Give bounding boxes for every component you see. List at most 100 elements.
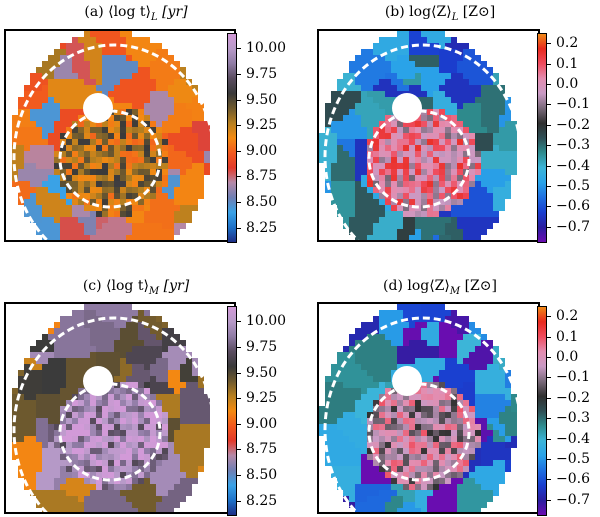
panel-c-pixel [174,376,180,382]
panel-a-pixel [84,235,90,240]
panel-c-pixel [168,334,174,340]
panel-a-pixel [66,163,72,169]
panel-d-pixel [469,394,475,400]
panel-a-pixel [180,127,186,133]
panel-a-pixel [198,139,204,145]
panel-a-pixel [84,73,90,79]
panel-b-pixel [511,169,517,175]
panel-b-pixel [463,217,469,223]
panel-d-pixel [331,418,337,424]
panel-d-pixel [475,436,481,442]
panel-c-pixel [90,460,96,466]
panel-a-pixel [78,217,84,223]
panel-c-pixel [126,358,132,364]
panel-d-pixel [373,370,379,376]
panel-d-pixel [463,466,469,472]
panel-b-pixel [421,229,427,235]
panel-c-tick-label: 10.00 [246,313,287,330]
panel-c-pixel [150,496,156,502]
panel-c-pixel [18,376,24,382]
panel-d-tick-label: −0.1 [556,369,590,386]
panel-d-pixel [367,472,373,478]
panel-a-pixel [198,109,204,115]
panel-a-pixel [24,139,30,145]
panel-b-pixel [475,193,481,199]
panel-a-pixel [132,169,138,175]
panel-d-pixel [439,466,445,472]
panel-a-pixel [120,193,126,199]
panel-b-pixel [439,199,445,205]
panel-b-pixel [409,151,415,157]
panel-b-pixel [457,187,463,193]
panel-a-tick-label: 9.00 [246,142,278,159]
panel-c-tick-mark [237,346,241,348]
panel-c-pixel [180,394,186,400]
panel-a-pixel [96,199,102,205]
panel-a-pixel [132,151,138,157]
panel-d-pixel [451,478,457,484]
panel-d-pixel [451,454,457,460]
panel-d-pixel [451,472,457,478]
panel-b-pixel [463,193,469,199]
panel-c-pixel [72,310,78,316]
panel-c-pixel [108,466,114,472]
panel-b-pixel [409,229,415,235]
panel-b-pixel [475,133,481,139]
panel-c-pixel [144,442,150,448]
panel-b-pixel [493,127,499,133]
panel-b-pixel [349,127,355,133]
panel-b-pixel [457,199,463,205]
panel-b-pixel [379,235,385,240]
panel-b-pixel [499,181,505,187]
panel-a-pixel [186,145,192,151]
panel-d-pixel [469,400,475,406]
panel-b-pixel [343,133,349,139]
panel-d-pixel [481,346,487,352]
panel-d-pixel [451,316,457,322]
panel-a-pixel [156,55,162,61]
panel-b-pixel [445,115,451,121]
panel-b-pixel [337,127,343,133]
panel-a-pixel [96,211,102,217]
panel-b-pixel [337,151,343,157]
panel-a-pixel [30,139,36,145]
panel-c-pixel [156,484,162,490]
panel-a-pixel [198,115,204,121]
panel-d-pixel [427,304,433,310]
panel-a-pixel [180,115,186,121]
panel-b-pixel [469,73,475,79]
panel-d-pixel [385,364,391,370]
panel-d-pixel [451,418,457,424]
panel-a-pixel [54,73,60,79]
panel-c-pixel [78,340,84,346]
panel-c-pixel [144,334,150,340]
panel-d-pixel [493,466,499,472]
panel-b-pixel [505,133,511,139]
panel-d-pixel [349,460,355,466]
panel-d-pixel [445,448,451,454]
panel-c-pixel [114,346,120,352]
panel-c-pixel [150,358,156,364]
panel-d-pixel [379,484,385,490]
panel-c-pixel [162,466,168,472]
panel-b-pixel [427,61,433,67]
panel-b-pixel [433,121,439,127]
panel-c-pixel [138,418,144,424]
panel-a-pixel [108,73,114,79]
panel-b-pixel [445,181,451,187]
panel-c-pixel [138,322,144,328]
panel-c-pixel [192,448,198,454]
panel-a-pixel [78,115,84,121]
panel-c-pixel [84,400,90,406]
panel-b-pixel [355,205,361,211]
panel-a-pixel [114,115,120,121]
panel-c-pixel [78,346,84,352]
panel-d-pixel [469,436,475,442]
panel-c-pixel [54,496,60,502]
panel-c-pixel [84,364,90,370]
panel-a-pixel [18,151,24,157]
panel-b-pixel [325,115,331,121]
panel-c-pixel [120,436,126,442]
panel-c-pixel [180,400,186,406]
panel-d-pixel [451,370,457,376]
